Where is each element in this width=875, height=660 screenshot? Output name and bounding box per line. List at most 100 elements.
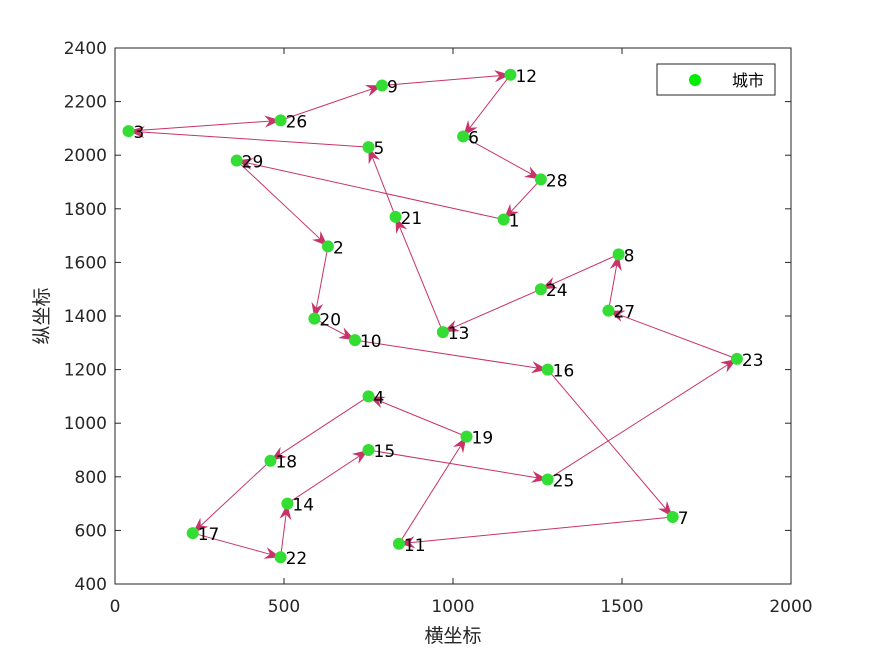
city-point [376,79,389,92]
y-tick-label: 600 [75,521,107,541]
city-label: 28 [546,171,568,191]
city-point [230,154,243,167]
city-label: 6 [468,128,479,148]
city-point [541,363,554,376]
city-point [504,68,517,81]
city-label: 19 [472,429,494,449]
route-segment [462,74,511,137]
city-label: 2 [333,238,344,258]
city-point [274,114,287,127]
y-tick-label: 2200 [64,93,107,113]
legend[interactable]: 城市 [656,63,776,96]
city-label: 29 [242,153,264,173]
x-axis: 0 500 1000 1500 2000 [110,48,813,617]
city-label: 22 [286,549,308,569]
city-point [541,473,554,486]
route-segment [354,339,548,371]
y-tick-label: 1000 [64,414,107,434]
city-point [308,312,321,325]
y-tick-label: 2000 [64,146,107,166]
route-segment [442,288,542,333]
city-point [460,430,473,443]
route-segment [270,395,369,462]
city-label: 21 [401,209,423,229]
city-label: 9 [387,78,398,98]
route-segment [128,130,369,148]
x-tick-label: 1000 [431,597,474,617]
city-point [348,334,361,347]
city-label: 1 [509,212,520,232]
y-tick-label: 1200 [64,361,107,381]
city-label: 10 [360,332,382,352]
city-point [122,125,135,138]
city-label: 18 [275,453,297,473]
route-arrowhead [128,126,145,139]
city-point [612,248,625,261]
city-point [392,537,405,550]
route-segment [368,395,467,438]
route-segment [192,532,281,558]
legend-marker [689,74,701,86]
route-segment [280,85,383,121]
route-segment [547,369,674,518]
city-label: 4 [374,388,385,408]
points-layer [122,68,743,564]
legend-label: 城市 [732,71,764,90]
city-point [321,240,334,253]
city-label: 25 [553,471,575,491]
route-segment [368,449,548,480]
route-segment [381,74,511,87]
city-label: 14 [292,496,314,516]
route-segment [192,460,271,534]
y-tick-label: 1400 [64,307,107,327]
city-point [274,551,287,564]
city-label: 27 [613,303,635,323]
city-label: 11 [404,536,426,556]
city-label: 5 [374,139,385,159]
x-tick-label: 500 [268,597,300,617]
city-point [362,444,375,456]
city-label: 15 [374,442,396,462]
route-segment [236,160,329,247]
route-arrowhead [494,70,511,83]
x-tick-label: 1500 [600,597,643,617]
route-arrowhead [264,115,281,128]
route-segment [608,310,738,360]
route-segment [462,136,542,180]
plot-area [115,48,791,584]
x-axis-label: 横坐标 [424,625,481,647]
city-point [534,173,547,186]
city-label: 23 [742,351,764,371]
city-label: 8 [624,246,635,266]
x-tick-label: 2000 [769,597,812,617]
route-segment [236,160,504,221]
y-axis: 400 600 800 1000 1200 1400 1600 1800 2000 2200 240… [64,39,791,595]
city-point [186,527,199,540]
point-labels: 1234567891011121314151617181920212223242… [134,67,764,569]
city-point [666,511,679,523]
city-point [602,304,615,317]
city-point [362,141,375,154]
city-point [281,497,294,510]
city-label: 17 [198,525,220,545]
city-point [436,326,449,339]
y-tick-label: 2400 [64,39,107,59]
city-label: 3 [134,123,145,143]
y-tick-label: 800 [75,468,107,488]
route-segment [313,246,329,319]
city-label: 20 [319,311,341,331]
route-segment [395,216,444,333]
city-point [534,283,547,296]
route-segment [368,146,397,218]
city-label: 7 [678,509,689,529]
route-segment [540,253,619,290]
x-tick-label: 0 [110,597,121,617]
y-tick-label: 400 [75,575,107,595]
city-label: 24 [546,281,568,301]
city-label: 16 [553,362,575,382]
city-point [730,352,743,365]
route-segment [287,449,369,505]
city-label: 26 [286,112,308,132]
route-segment [398,516,673,545]
